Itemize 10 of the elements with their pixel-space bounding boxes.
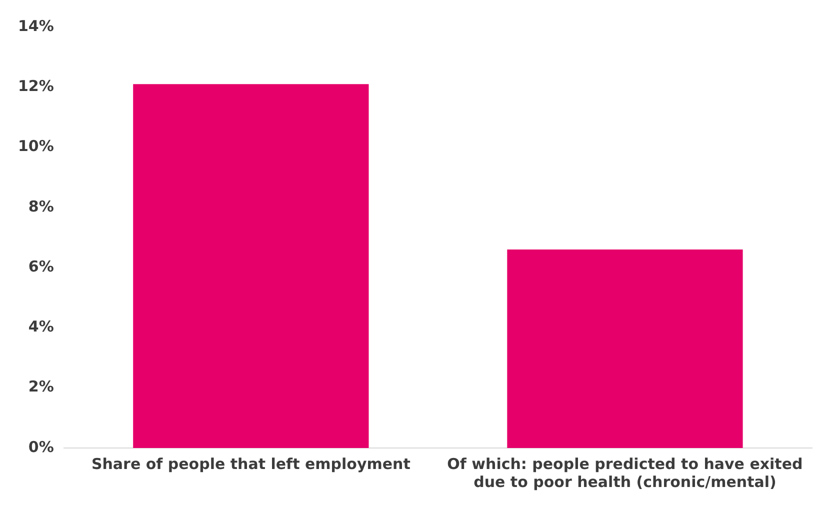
- y-tick-label: 2%: [28, 378, 54, 396]
- y-tick-label: 14%: [18, 16, 54, 35]
- y-tick-label: 0%: [28, 438, 54, 456]
- y-tick-label: 10%: [18, 137, 54, 156]
- x-tick-label: Of which: people predicted to have exited due to poor health (chronic/mental): [447, 454, 803, 491]
- y-tick-label: 12%: [18, 77, 54, 96]
- y-tick-label: 6%: [28, 257, 54, 276]
- y-tick-label: 8%: [28, 197, 54, 216]
- x-tick-label: Share of people that left employment: [91, 454, 410, 473]
- y-tick-label: 4%: [28, 318, 54, 336]
